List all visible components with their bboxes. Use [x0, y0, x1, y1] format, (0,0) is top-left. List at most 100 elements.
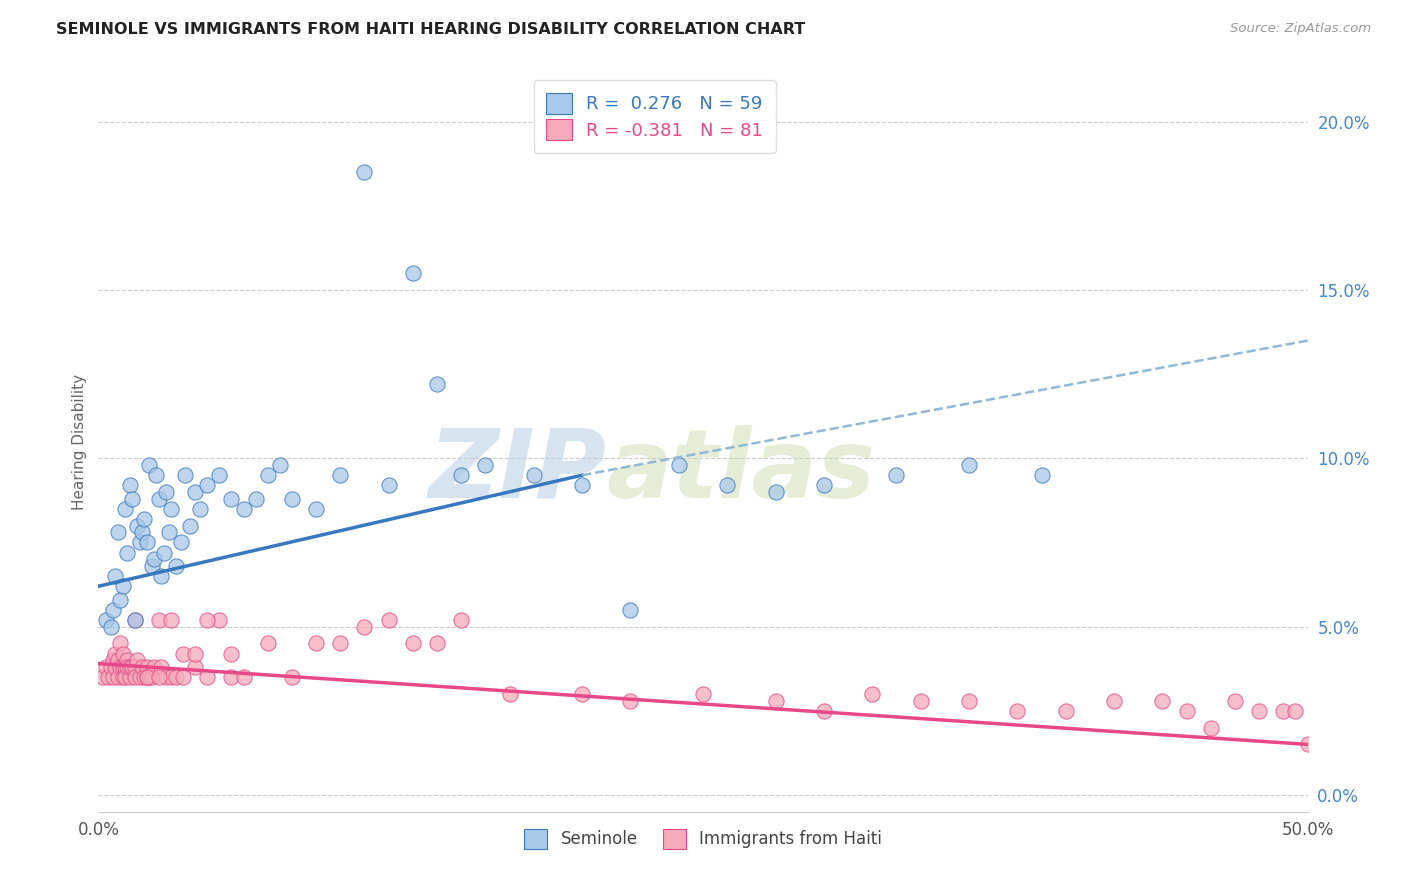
Point: [353, 619, 375, 633]
Point: [172, 670, 194, 684]
Point: [426, 636, 449, 650]
Point: [269, 458, 291, 472]
Point: [141, 670, 163, 684]
Point: [114, 501, 136, 516]
Point: [101, 670, 124, 684]
Point: [148, 491, 170, 506]
Point: [256, 636, 278, 650]
Point: [165, 559, 187, 574]
Point: [1175, 704, 1198, 718]
Point: [107, 670, 129, 684]
Point: [111, 647, 134, 661]
Point: [886, 468, 908, 483]
Point: [174, 468, 197, 483]
Point: [131, 525, 153, 540]
Point: [1272, 704, 1295, 718]
Point: [104, 569, 127, 583]
Point: [1199, 721, 1222, 735]
Y-axis label: Hearing Disability: Hearing Disability: [72, 374, 87, 509]
Point: [107, 653, 129, 667]
Text: ZIP: ZIP: [429, 425, 606, 517]
Point: [195, 613, 218, 627]
Point: [402, 636, 425, 650]
Point: [143, 660, 166, 674]
Point: [135, 660, 157, 674]
Point: [108, 592, 131, 607]
Point: [152, 545, 174, 560]
Point: [1296, 738, 1319, 752]
Point: [135, 670, 157, 684]
Point: [104, 660, 127, 674]
Point: [765, 694, 787, 708]
Point: [94, 660, 117, 674]
Point: [100, 660, 122, 674]
Point: [474, 458, 496, 472]
Point: [1031, 468, 1053, 483]
Point: [668, 458, 690, 472]
Point: [107, 525, 129, 540]
Point: [184, 647, 207, 661]
Point: [402, 266, 425, 280]
Point: [101, 603, 124, 617]
Point: [281, 670, 304, 684]
Point: [377, 613, 399, 627]
Point: [111, 579, 134, 593]
Point: [329, 636, 352, 650]
Point: [208, 613, 231, 627]
Point: [100, 619, 122, 633]
Point: [101, 653, 124, 667]
Point: [184, 485, 207, 500]
Point: [124, 660, 146, 674]
Point: [150, 660, 173, 674]
Point: [450, 468, 472, 483]
Point: [134, 670, 156, 684]
Point: [135, 670, 157, 684]
Point: [813, 704, 835, 718]
Point: [619, 603, 641, 617]
Point: [134, 512, 156, 526]
Point: [692, 687, 714, 701]
Point: [256, 468, 278, 483]
Point: [143, 552, 166, 566]
Point: [118, 660, 141, 674]
Point: [160, 501, 183, 516]
Point: [145, 468, 167, 483]
Point: [165, 670, 187, 684]
Text: Source: ZipAtlas.com: Source: ZipAtlas.com: [1230, 22, 1371, 36]
Point: [121, 660, 143, 674]
Point: [160, 613, 183, 627]
Text: atlas: atlas: [606, 425, 876, 517]
Point: [135, 535, 157, 549]
Point: [571, 687, 593, 701]
Point: [117, 653, 139, 667]
Point: [157, 525, 180, 540]
Point: [523, 468, 546, 483]
Point: [619, 694, 641, 708]
Point: [1102, 694, 1125, 708]
Point: [208, 468, 231, 483]
Point: [1284, 704, 1306, 718]
Point: [305, 501, 328, 516]
Point: [114, 660, 136, 674]
Point: [450, 613, 472, 627]
Point: [117, 545, 139, 560]
Point: [1152, 694, 1174, 708]
Point: [305, 636, 328, 650]
Point: [117, 660, 139, 674]
Point: [121, 491, 143, 506]
Text: SEMINOLE VS IMMIGRANTS FROM HAITI HEARING DISABILITY CORRELATION CHART: SEMINOLE VS IMMIGRANTS FROM HAITI HEARIN…: [56, 22, 806, 37]
Point: [1249, 704, 1271, 718]
Point: [97, 670, 120, 684]
Point: [245, 491, 267, 506]
Point: [118, 670, 141, 684]
Point: [124, 670, 146, 684]
Point: [128, 535, 150, 549]
Point: [127, 653, 149, 667]
Point: [716, 478, 738, 492]
Point: [498, 687, 520, 701]
Point: [957, 694, 980, 708]
Point: [184, 660, 207, 674]
Point: [1054, 704, 1077, 718]
Point: [155, 670, 177, 684]
Point: [813, 478, 835, 492]
